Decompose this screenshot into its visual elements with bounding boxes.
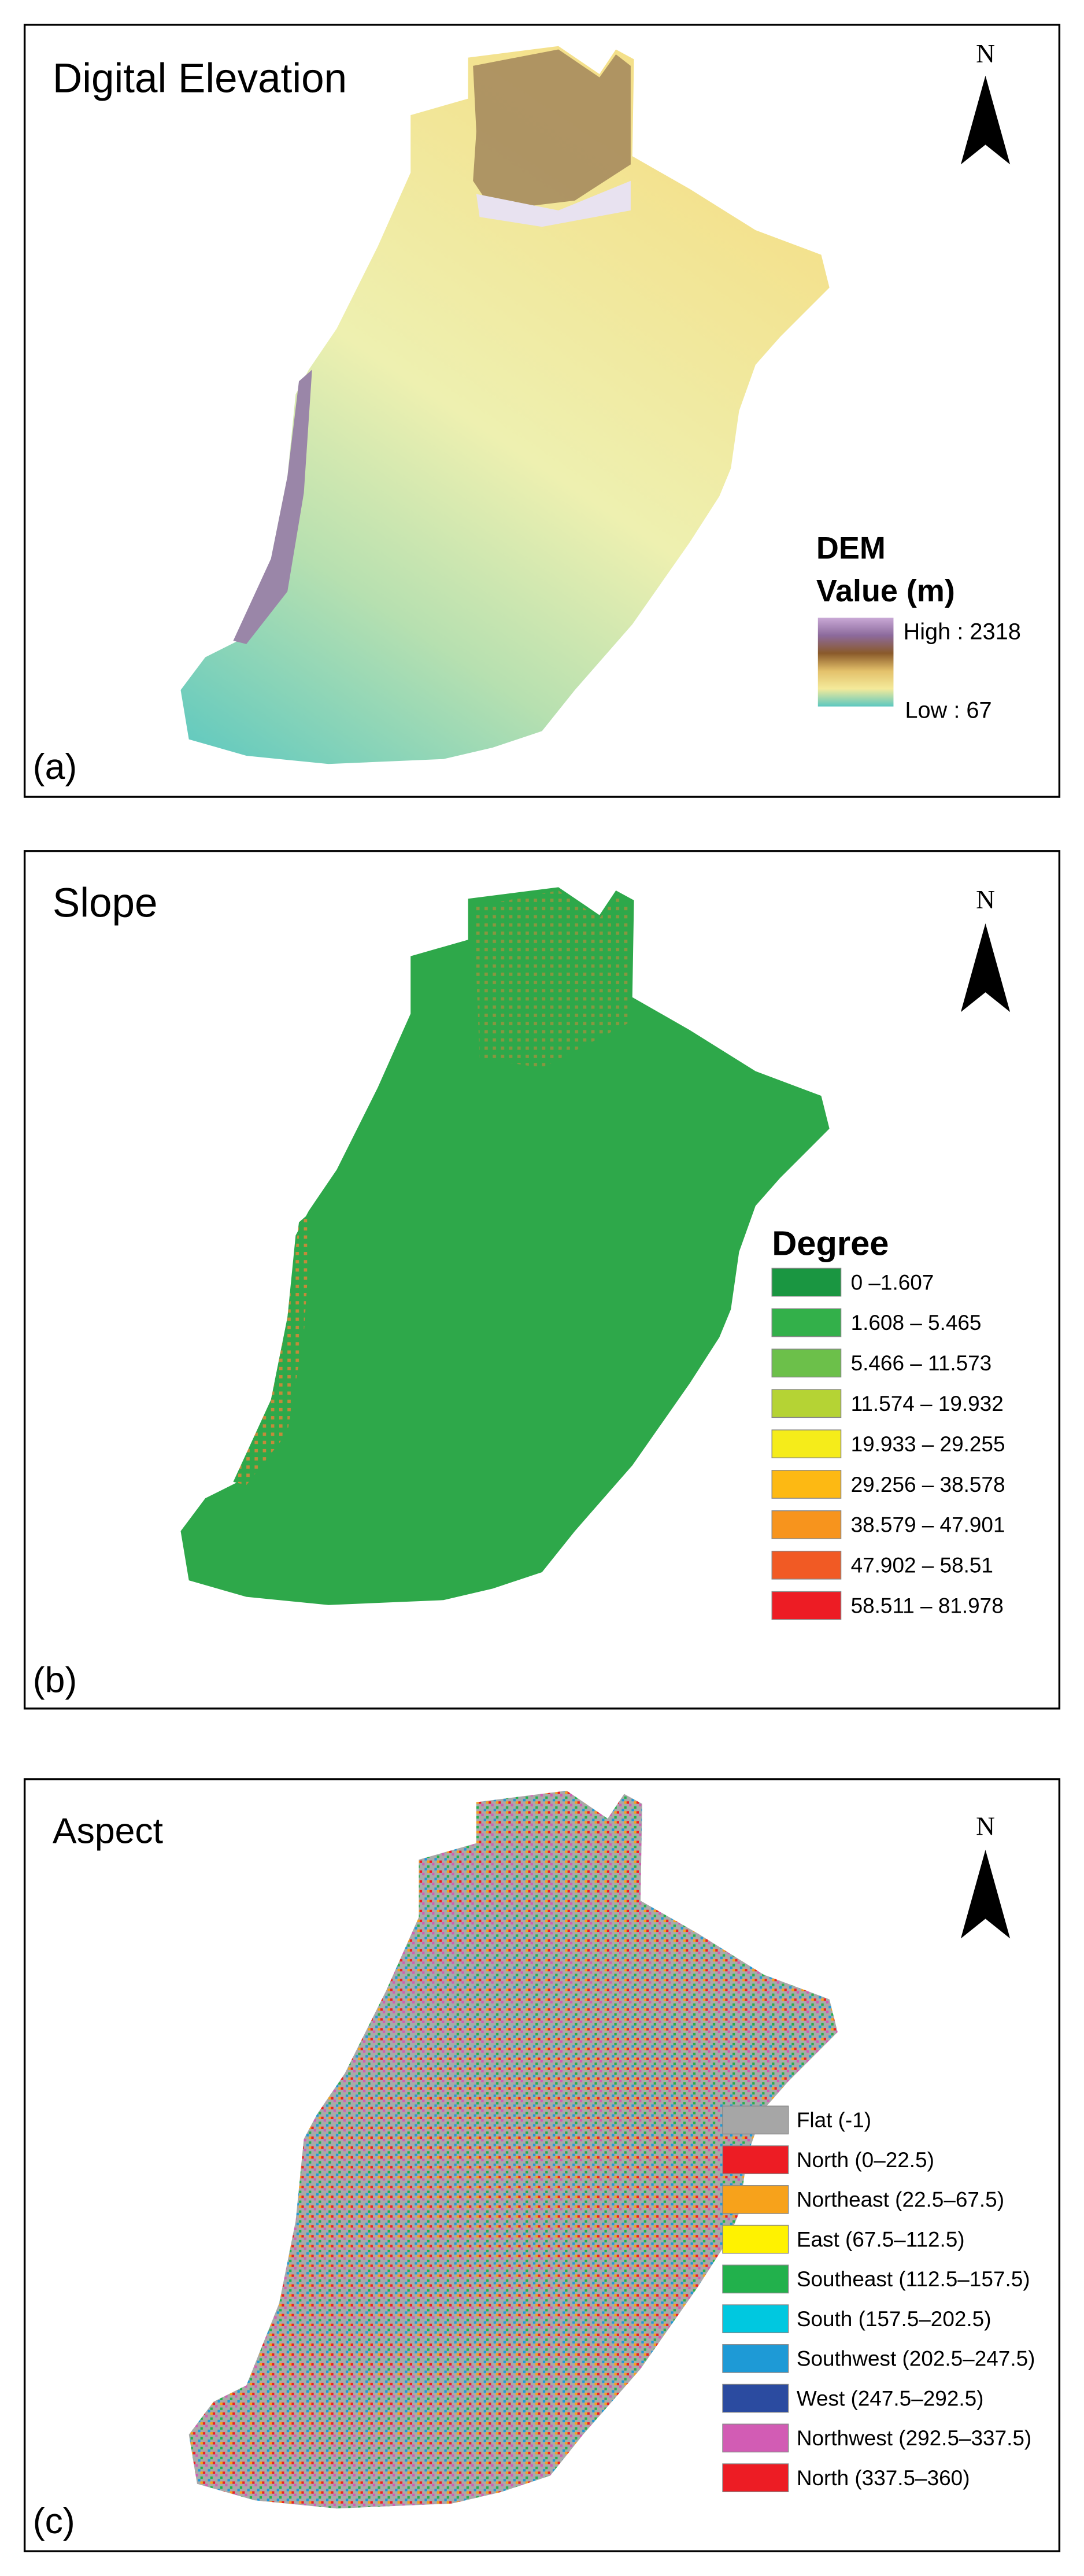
legend-title: Degree [772, 1224, 889, 1263]
legend-label: 38.579 – 47.901 [851, 1513, 1005, 1537]
legend-swatch [722, 2264, 789, 2294]
legend-label: East (67.5–112.5) [797, 2227, 965, 2251]
north-label: N [976, 39, 995, 68]
legend-swatch [771, 1510, 842, 1539]
legend-swatch [722, 2304, 789, 2334]
legend-swatch [771, 1389, 842, 1418]
panel-title: Aspect [53, 1811, 163, 1851]
slope-ridge [233, 1210, 312, 1485]
hills [476, 180, 631, 227]
legend-label: 0 –1.607 [851, 1270, 934, 1294]
legend-swatch [722, 2344, 789, 2373]
legend-swatch [771, 1267, 842, 1297]
panel-label: (a) [33, 746, 77, 787]
legend-swatch [722, 2423, 789, 2453]
legend-label: Southwest (202.5–247.5) [797, 2347, 1035, 2371]
legend-low: Low : 67 [905, 698, 991, 723]
north-arrow [960, 75, 1011, 165]
legend-label: 29.256 – 38.578 [851, 1473, 1005, 1496]
north-arrow [960, 923, 1011, 1012]
legend-label: 11.574 – 19.932 [851, 1392, 1004, 1415]
north-label: N [976, 885, 995, 914]
panel-title: Digital Elevation [53, 56, 347, 101]
panel-title: Slope [53, 880, 158, 926]
legend-label: Northeast (22.5–67.5) [797, 2188, 1004, 2212]
legend-swatch [771, 1591, 842, 1620]
slope-hills [473, 890, 631, 1068]
legend-label: South (157.5–202.5) [797, 2307, 991, 2331]
legend-swatch [722, 2105, 789, 2135]
legend-title: Value (m) [816, 574, 955, 608]
legend-swatch [722, 2224, 789, 2254]
panel-c: Aspect (c) N Flat (-1) North (0–22.5) Nort… [23, 1778, 1061, 2552]
north-arrow [960, 1850, 1011, 1939]
legend-title: DEM [816, 531, 886, 566]
legend-swatch [771, 1429, 842, 1458]
legend-swatch [771, 1348, 842, 1378]
legend-high: High : 2318 [904, 619, 1021, 644]
legend-label: North (0–22.5) [797, 2148, 934, 2172]
legend-swatch [771, 1550, 842, 1580]
north-label: N [976, 1812, 995, 1841]
panel-a: Digital Elevation (a) N DEM Value (m) Hi… [23, 24, 1061, 798]
legend-ramp [817, 618, 894, 707]
legend-swatch [771, 1308, 842, 1337]
legend-label: 58.511 – 81.978 [851, 1594, 1004, 1617]
legend-label: 5.466 – 11.573 [851, 1351, 992, 1375]
legend-label: North (337.5–360) [797, 2466, 970, 2490]
legend: 0 –1.607 1.608 – 5.465 5.466 – 11.573 11.57… [771, 1267, 1005, 1620]
legend-swatch [722, 2383, 789, 2413]
legend-label: 1.608 – 5.465 [851, 1311, 982, 1335]
hills [473, 49, 631, 210]
legend-swatch [722, 2463, 789, 2493]
legend-label: 19.933 – 29.255 [851, 1432, 1005, 1456]
legend-swatch [722, 2145, 789, 2175]
panel-label: (c) [33, 2501, 75, 2541]
legend-label: Southeast (112.5–157.5) [797, 2267, 1030, 2291]
ridge [233, 369, 312, 644]
legend-label: West (247.5–292.5) [797, 2386, 984, 2410]
legend-label: Flat (-1) [797, 2108, 871, 2132]
legend-swatch [771, 1470, 842, 1499]
panel-label: (b) [33, 1660, 77, 1700]
legend: Flat (-1) North (0–22.5) Northeast (22.5–6… [722, 2105, 1035, 2493]
legend-label: 47.902 – 58.51 [851, 1554, 993, 1577]
legend-swatch [722, 2185, 789, 2214]
panel-b: Slope (b) N Degree 0 –1.607 1.608 – 5.465… [23, 850, 1061, 1710]
legend-label: Northwest (292.5–337.5) [797, 2426, 1031, 2450]
